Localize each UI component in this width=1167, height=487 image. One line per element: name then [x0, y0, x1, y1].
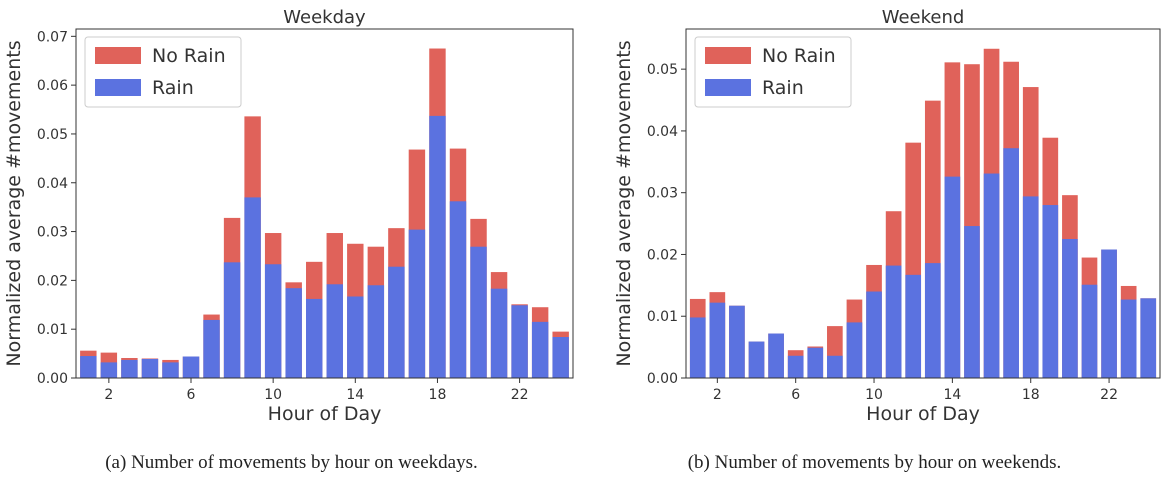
bar-rain	[223, 262, 241, 378]
y-tick-label: 0.01	[37, 322, 68, 338]
x-tick-label: 10	[264, 387, 282, 403]
x-tick-label: 22	[1100, 387, 1118, 403]
legend-swatch	[705, 79, 751, 96]
bar-rain	[827, 355, 843, 378]
plot-frame	[685, 28, 1161, 379]
bar-rain	[264, 264, 282, 378]
chart-weekday: 0.00 0.01 0.02 0.03 0.04 0.05 0.06 0.07 2 6 10 14 18…	[3, 7, 574, 425]
bar-rain	[807, 347, 824, 378]
bar-rain	[964, 226, 980, 378]
bar-rain	[121, 359, 138, 378]
bar-rain	[1120, 299, 1137, 378]
y-tick-label: 0.02	[37, 273, 68, 289]
bar-rain	[203, 319, 220, 378]
bar-rain	[326, 284, 343, 378]
y-tick-label: 0.00	[37, 371, 68, 387]
bar-rain	[388, 266, 405, 378]
x-tick-label: 2	[104, 387, 113, 403]
bar-rain	[285, 288, 302, 378]
y-tick-label: 0.04	[647, 124, 678, 140]
x-tick-label: 6	[187, 387, 196, 403]
bar-rain	[748, 341, 765, 378]
bar-rain	[1101, 249, 1117, 378]
chart-weekend: 0.00 0.01 0.02 0.03 0.04 0.05 2 6 10 14 18 22 Weeken…	[613, 7, 1161, 425]
x-tick-label: 18	[1022, 387, 1040, 403]
y-tick-label: 0.01	[647, 309, 678, 325]
y-tick-label: 0.06	[37, 78, 68, 94]
x-tick-label: 18	[429, 387, 447, 403]
bar-rain	[1140, 298, 1157, 378]
bar-rain	[1022, 196, 1039, 378]
bar-rain	[846, 322, 863, 378]
y-tick-label: 0.03	[37, 225, 68, 241]
bar-rain	[905, 274, 922, 378]
bar-rain	[490, 288, 508, 378]
y-tick-label: 0.04	[37, 176, 68, 192]
bar-rain	[729, 305, 745, 378]
bar-rain	[1081, 284, 1098, 378]
bar-rain	[531, 321, 549, 378]
bar-rain	[1003, 148, 1019, 378]
bar-rain	[787, 355, 804, 378]
x-tick-label: 22	[511, 387, 529, 403]
x-tick-label: 6	[791, 387, 800, 403]
bar-rain	[408, 229, 426, 378]
caption-weekend: (b) Number of movements by hour on weeke…	[687, 452, 1062, 473]
legend-swatch	[95, 47, 141, 64]
x-axis-label: Hour of Day	[866, 403, 980, 425]
legend-label: Rain	[152, 77, 194, 99]
bar-rain	[924, 263, 941, 378]
chart-title: Weekend	[882, 7, 965, 28]
y-tick-label: 0.03	[647, 186, 678, 202]
legend-label: No Rain	[152, 45, 226, 67]
y-axis-label: Normalized average #movements	[613, 40, 635, 366]
bar-rain	[367, 285, 385, 378]
plot-frame	[75, 28, 574, 379]
x-axis-label: Hour of Day	[268, 403, 382, 425]
y-tick-label: 0.07	[37, 29, 68, 45]
bar-rain	[885, 265, 902, 378]
y-tick-label: 0.02	[647, 247, 678, 263]
x-tick-label: 10	[865, 387, 883, 403]
bar-rain	[768, 333, 784, 378]
legend-swatch	[95, 79, 141, 96]
bar-rain	[709, 302, 726, 378]
bar-rain	[244, 197, 261, 378]
x-tick-label: 14	[943, 387, 961, 403]
y-tick-label: 0.05	[647, 62, 678, 78]
bar-rain	[162, 362, 179, 378]
bar-rain	[449, 201, 467, 378]
legend-label: Rain	[762, 77, 804, 99]
bar-rain	[983, 173, 1000, 378]
bar-rain	[470, 246, 487, 378]
bar-rain	[80, 356, 97, 378]
y-tick-label: 0.00	[647, 371, 678, 387]
bar-rain	[944, 176, 961, 378]
bar-rain	[182, 356, 200, 378]
bar-rain	[429, 115, 446, 378]
caption-weekday: (a) Number of movements by hour on weekd…	[105, 452, 478, 473]
bar-rain	[511, 305, 528, 378]
bar-rain	[866, 291, 882, 378]
bar-rain	[100, 362, 118, 378]
y-axis-label: Normalized average #movements	[3, 40, 25, 366]
bar-rain	[141, 358, 159, 378]
bar-rain	[552, 337, 569, 378]
bar-rain	[1042, 205, 1059, 378]
legend-label: No Rain	[762, 45, 836, 67]
legend-swatch	[705, 47, 751, 64]
bar-rain	[306, 298, 323, 378]
bar-rain	[689, 317, 706, 378]
y-tick-label: 0.05	[37, 127, 68, 143]
bar-rain	[347, 296, 364, 378]
x-tick-label: 14	[346, 387, 364, 403]
x-tick-label: 2	[713, 387, 722, 403]
bar-rain	[1062, 239, 1078, 378]
chart-title: Weekday	[283, 7, 366, 28]
